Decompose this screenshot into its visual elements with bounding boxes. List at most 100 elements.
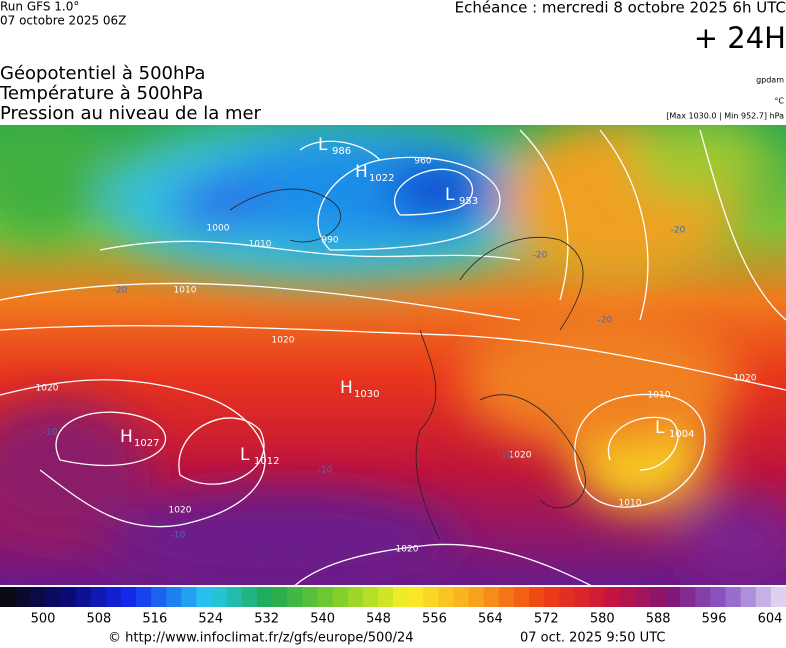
colorbar-cell [15,587,31,607]
run-label: Run GFS 1.0° [0,0,79,14]
colorbar-tick-label: 564 [478,612,503,627]
colorbar-cell [45,587,61,607]
colorbar-cell [196,587,213,607]
colorbar-cell [529,587,545,607]
colorbar-cell [332,587,349,607]
field-title: Géopotentiel à 500hPa [0,63,205,84]
colorbar-cell [680,587,696,607]
colorbar-cell [241,587,258,607]
colorbar-cell [0,587,16,607]
colorbar-cell [438,587,454,607]
colorbar-tick-label: 540 [310,612,335,627]
colorbar-tick-label: 516 [142,612,167,627]
colorbar-cell [60,587,77,607]
colorbar-cell [256,587,273,607]
colorbar-cell [226,587,243,607]
isobar-label: 1000 [207,224,230,234]
pressure-center-value: 953 [459,196,478,207]
colorbar-tick-label: 588 [646,612,671,627]
temperature-label: -10 [43,428,58,438]
colorbar-cell [513,587,530,607]
isobar-label: 1010 [648,391,671,401]
temperature-label: -20 [671,226,686,236]
colorbar-cell [740,587,757,607]
colorbar-cell [75,587,92,607]
isobar-label: 1020 [734,374,757,384]
run-date: 07 octobre 2025 06Z [0,14,126,28]
colorbar-cell [317,587,334,607]
colorbar-cell [377,587,394,607]
pressure-center-value: 1027 [134,438,159,449]
unit-label: gpdam [756,76,784,85]
echeance: Echéance : mercredi 8 octobre 2025 6h UT… [455,0,786,17]
colorbar-cell [272,587,288,607]
colorbar-tick-label: 532 [254,612,279,627]
colorbar-cell [120,587,137,607]
source-link: © http://www.infoclimat.fr/z/gfs/europe/… [108,631,414,646]
colorbar-cell [105,587,122,607]
colorbar-cell [755,587,772,607]
colorbar-tick-label: 580 [590,612,615,627]
colorbar-tick-label: 556 [422,612,447,627]
field-title: Température à 500hPa [0,83,203,104]
isobar-label: 1010 [174,286,197,296]
colorbar-cell [347,587,364,607]
pressure-center-kind: L [240,445,250,465]
pressure-center-kind: L [655,418,665,438]
pressure-center-value: 1030 [354,389,379,400]
temperature-label: -10 [318,466,333,476]
colorbar-cell [725,587,742,607]
colorbar-cell [287,587,303,607]
pressure-center-kind: L [318,135,328,155]
colorbar-cell [619,587,636,607]
colorbar-cell [136,587,152,607]
colorbar-cell [166,587,182,607]
isobar-label: 1020 [169,506,192,516]
colorbar-cell [151,587,167,607]
field-title: Pression au niveau de la mer [0,103,262,124]
isobar-label: 1010 [619,499,642,509]
colorbar-tick-label: 500 [31,612,56,627]
colorbar-cell [559,587,575,607]
pressure-center-value: 1004 [669,429,694,440]
unit-label: °C [774,97,784,106]
colorbar-tick-label: 604 [758,612,783,627]
colorbar-cell [695,587,711,607]
colorbar-cell [423,587,439,607]
colorbar-cell [710,587,727,607]
temperature-label: -10 [498,451,513,461]
isobar-label: 1020 [509,451,532,461]
colorbar-cell [498,587,515,607]
colorbar-tick-label: 548 [366,612,391,627]
colorbar-tick-label: 524 [198,612,223,627]
colorbar-cell [574,587,590,607]
colorbar-cell [408,587,424,607]
isobar-label: 1020 [36,384,59,394]
pressure-center-kind: H [120,427,133,447]
colorbar-cell [665,587,681,607]
lead-time: + 24H [694,21,786,55]
colorbar-tick-label: 508 [87,612,112,627]
pressure-center-value: 1022 [369,173,394,184]
colorbar-cell [589,587,606,607]
colorbar-cell [302,587,318,607]
pressure-center-value: 986 [332,146,351,157]
colorbar-cell [453,587,470,607]
colorbar-cell [544,587,560,607]
colorbar-cell [90,587,107,607]
pressure-center-kind: H [355,162,368,182]
isobar-label: 960 [414,157,431,167]
temperature-label: -20 [113,286,128,296]
isobar-label: 1020 [396,545,419,555]
colorbar-cell [649,587,666,607]
colorbar-cell [483,587,500,607]
colorbar-cell [604,587,621,607]
pressure-center-kind: L [445,185,455,205]
colorbar-cell [468,587,485,607]
colorbar-cell [634,587,651,607]
colorbar-cell [211,587,228,607]
isobar-label: 990 [321,236,338,246]
colorbar-cell [30,587,46,607]
